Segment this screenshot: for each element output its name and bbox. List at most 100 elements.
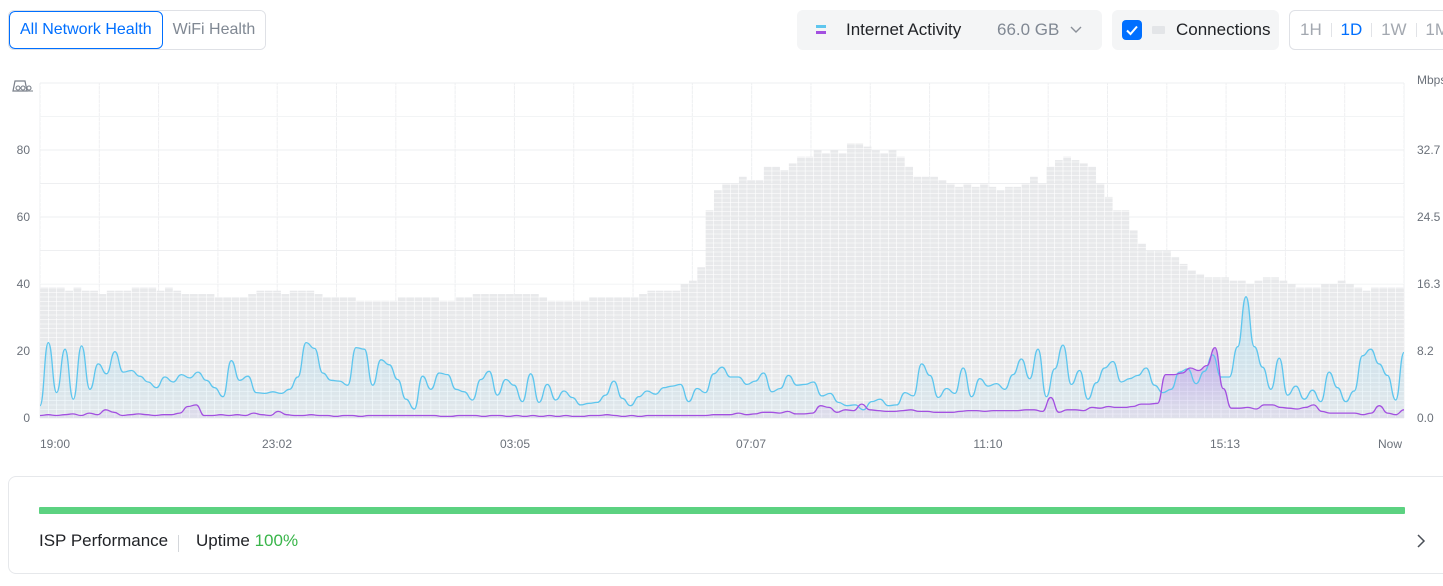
download-area	[40, 296, 1404, 418]
connections-bar	[239, 297, 248, 418]
connections-bar	[1179, 263, 1188, 418]
uptime-text: Uptime	[196, 531, 250, 550]
connections-bar	[231, 297, 240, 418]
connections-bar	[689, 280, 697, 418]
right-axis-unit: Mbps	[1417, 73, 1443, 87]
connections-bar	[206, 294, 215, 418]
network-chart-svg: 0 20 40 60 80 0.0 8.2 16.3 24.5 32.7 Mbps 19:00 23:0…	[12, 73, 1443, 451]
metric-label: Internet Activity	[846, 20, 962, 39]
connections-bar	[580, 300, 589, 418]
connections-bar	[639, 294, 647, 418]
connections-bar	[414, 297, 423, 418]
isp-performance-panel[interactable]: ISP Performance Uptime 100%	[8, 476, 1443, 574]
connections-bar	[788, 163, 797, 418]
left-axis-tick: 40	[17, 277, 31, 291]
connections-bar	[1387, 287, 1396, 418]
connections-bar	[456, 297, 464, 418]
connections-bar	[697, 267, 706, 418]
connections-bar	[996, 190, 1005, 418]
activity-legend-icon	[816, 25, 828, 35]
connections-bar	[1213, 277, 1221, 418]
connections-bar	[1304, 287, 1313, 418]
connections-bar	[896, 156, 905, 418]
uptime-label: Uptime 100%	[196, 531, 298, 551]
x-axis-tick: 23:02	[262, 437, 292, 451]
connections-bar	[1312, 287, 1321, 418]
connections-bar	[447, 300, 456, 418]
range-1h[interactable]: 1H	[1300, 20, 1322, 39]
connections-bar	[622, 297, 631, 418]
connections-bar	[713, 190, 722, 418]
connections-bar	[1096, 183, 1105, 418]
connections-label: Connections	[1176, 20, 1271, 39]
connections-bar	[48, 287, 57, 418]
connections-bar	[56, 287, 65, 418]
connections-bar	[672, 290, 681, 418]
connections-bar	[614, 297, 622, 418]
connections-bar	[98, 294, 107, 418]
connections-bar	[980, 183, 988, 418]
right-axis-tick: 16.3	[1417, 277, 1441, 291]
metric-dropdown[interactable]: Internet Activity 66.0 GB	[797, 10, 1102, 50]
tab-wifi-health[interactable]: WiFi Health	[162, 11, 266, 49]
network-chart[interactable]: 0 20 40 60 80 0.0 8.2 16.3 24.5 32.7 Mbps 19:00 23:0…	[0, 70, 1443, 460]
connections-bar	[1021, 183, 1030, 418]
range-1w[interactable]: 1W	[1381, 20, 1407, 39]
connections-checkbox[interactable]	[1122, 20, 1142, 40]
connections-bar	[755, 180, 764, 418]
connections-bar	[106, 290, 115, 418]
checkmark-icon	[1126, 25, 1138, 36]
connections-bar	[422, 297, 431, 418]
connections-legend-swatch	[1152, 26, 1165, 34]
connections-bar	[464, 297, 473, 418]
connections-bar	[298, 290, 306, 418]
connections-bar	[148, 287, 157, 418]
connections-bar	[1296, 287, 1304, 418]
connections-bar	[1196, 273, 1205, 418]
connections-bar	[372, 300, 381, 418]
isp-performance-label: ISP Performance	[39, 531, 169, 550]
connections-bar	[348, 297, 356, 418]
connections-bar	[140, 287, 148, 418]
connections-bar	[539, 297, 548, 418]
connections-bar	[847, 143, 855, 419]
connections-toggle[interactable]: Connections	[1112, 10, 1279, 50]
connections-bar	[1395, 287, 1404, 418]
connections-bar	[589, 297, 597, 418]
connections-bar	[397, 297, 406, 418]
connections-bar	[115, 290, 123, 418]
connections-bar	[531, 294, 539, 418]
divider	[178, 535, 179, 552]
chevron-right-icon	[1417, 534, 1426, 548]
connections-bar	[1337, 280, 1346, 418]
left-axis-tick: 80	[17, 143, 31, 157]
connections-bar	[223, 297, 231, 418]
connections-bar	[522, 294, 531, 418]
connections-bar	[431, 297, 439, 418]
connections-bar	[1079, 163, 1088, 418]
x-axis-tick: 19:00	[40, 437, 70, 451]
range-1d[interactable]: 1D	[1340, 20, 1363, 39]
connections-bar	[1054, 160, 1063, 419]
download-line	[39, 296, 1405, 411]
connections-bar	[1104, 196, 1113, 418]
connections-bar	[439, 300, 448, 418]
connections-bar	[339, 297, 348, 418]
tab-all-network-health[interactable]: All Network Health	[9, 11, 163, 49]
connections-bar	[955, 186, 963, 418]
right-axis-tick: 24.5	[1417, 210, 1441, 224]
left-axis-tick: 0	[23, 411, 30, 425]
range-1m[interactable]: 1M	[1425, 20, 1443, 39]
connections-bar	[630, 297, 639, 418]
connections-bar	[90, 290, 98, 418]
connections-bar	[855, 143, 864, 419]
connections-bar	[1379, 287, 1388, 418]
connections-bar	[256, 290, 265, 418]
connections-bar	[880, 153, 889, 418]
connections-bar	[1038, 183, 1047, 418]
connections-bar	[314, 294, 323, 418]
connections-bar	[173, 290, 182, 418]
connections-bar	[481, 294, 489, 418]
connections-bar	[181, 294, 190, 418]
connections-bar	[1262, 277, 1271, 418]
